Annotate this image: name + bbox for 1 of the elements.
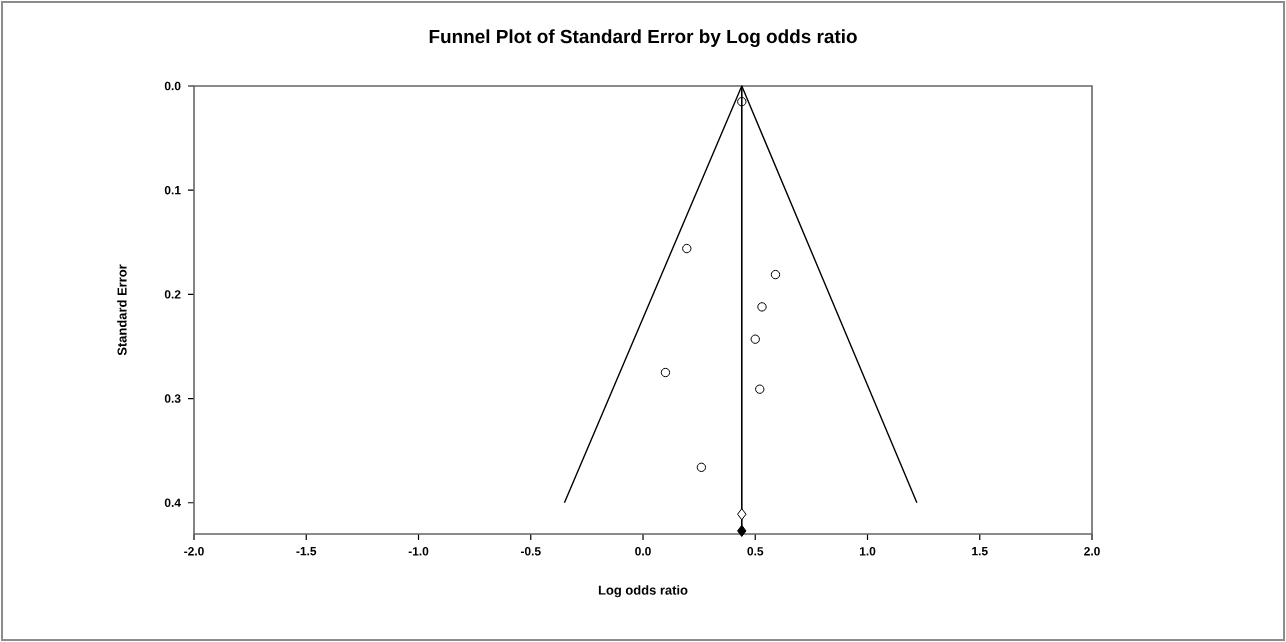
chart-title: Funnel Plot of Standard Error by Log odds ratio	[429, 29, 857, 47]
